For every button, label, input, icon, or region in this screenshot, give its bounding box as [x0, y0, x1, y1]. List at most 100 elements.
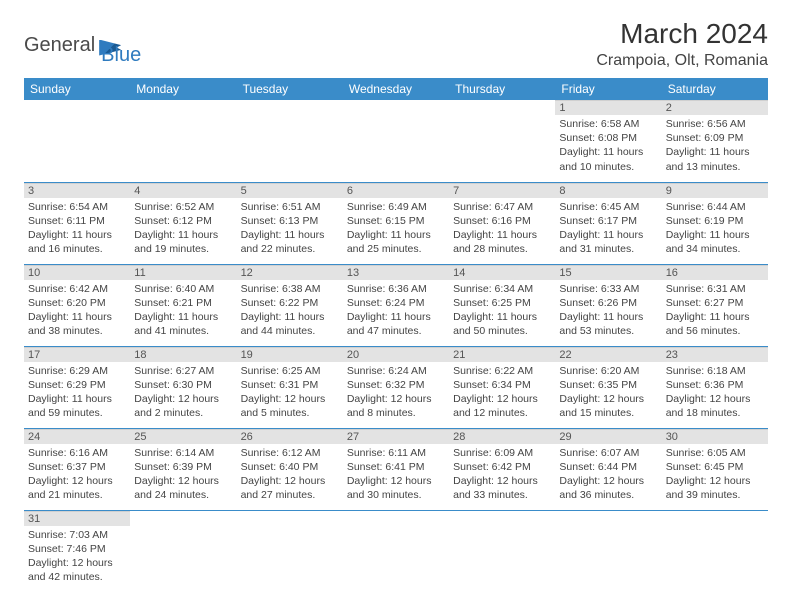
day-details: Sunrise: 6:56 AMSunset: 6:09 PMDaylight:…	[662, 115, 768, 178]
calendar-cell-empty	[237, 510, 343, 592]
sunrise-line: Sunrise: 6:11 AM	[347, 446, 445, 460]
day-number: 12	[237, 265, 343, 280]
day-number: 2	[662, 100, 768, 115]
daylight-line: Daylight: 11 hours and 56 minutes.	[666, 310, 764, 338]
sunrise-line: Sunrise: 6:07 AM	[559, 446, 657, 460]
day-details: Sunrise: 6:54 AMSunset: 6:11 PMDaylight:…	[24, 198, 130, 261]
day-number: 30	[662, 429, 768, 444]
sunrise-line: Sunrise: 6:33 AM	[559, 282, 657, 296]
sunset-line: Sunset: 6:12 PM	[134, 214, 232, 228]
day-number: 11	[130, 265, 236, 280]
weekday-header: Sunday	[24, 78, 130, 100]
calendar-cell: 17Sunrise: 6:29 AMSunset: 6:29 PMDayligh…	[24, 346, 130, 428]
day-details: Sunrise: 6:58 AMSunset: 6:08 PMDaylight:…	[555, 115, 661, 178]
calendar-cell: 28Sunrise: 6:09 AMSunset: 6:42 PMDayligh…	[449, 428, 555, 510]
day-number: 4	[130, 183, 236, 198]
daylight-line: Daylight: 11 hours and 59 minutes.	[28, 392, 126, 420]
day-number: 14	[449, 265, 555, 280]
daylight-line: Daylight: 12 hours and 5 minutes.	[241, 392, 339, 420]
day-details: Sunrise: 6:16 AMSunset: 6:37 PMDaylight:…	[24, 444, 130, 507]
day-number: 13	[343, 265, 449, 280]
day-number: 15	[555, 265, 661, 280]
calendar-cell-empty	[24, 100, 130, 182]
day-details: Sunrise: 6:42 AMSunset: 6:20 PMDaylight:…	[24, 280, 130, 343]
sunrise-line: Sunrise: 6:38 AM	[241, 282, 339, 296]
calendar-cell: 15Sunrise: 6:33 AMSunset: 6:26 PMDayligh…	[555, 264, 661, 346]
day-details: Sunrise: 6:47 AMSunset: 6:16 PMDaylight:…	[449, 198, 555, 261]
sunset-line: Sunset: 6:29 PM	[28, 378, 126, 392]
calendar-cell: 14Sunrise: 6:34 AMSunset: 6:25 PMDayligh…	[449, 264, 555, 346]
logo-text-blue: Blue	[101, 44, 141, 67]
sunrise-line: Sunrise: 6:34 AM	[453, 282, 551, 296]
day-number: 25	[130, 429, 236, 444]
day-details: Sunrise: 6:25 AMSunset: 6:31 PMDaylight:…	[237, 362, 343, 425]
day-details: Sunrise: 6:52 AMSunset: 6:12 PMDaylight:…	[130, 198, 236, 261]
sunrise-line: Sunrise: 6:42 AM	[28, 282, 126, 296]
sunset-line: Sunset: 6:36 PM	[666, 378, 764, 392]
sunset-line: Sunset: 6:39 PM	[134, 460, 232, 474]
title-block: March 2024 Crampoia, Olt, Romania	[596, 18, 768, 70]
sunset-line: Sunset: 6:35 PM	[559, 378, 657, 392]
calendar-cell: 30Sunrise: 6:05 AMSunset: 6:45 PMDayligh…	[662, 428, 768, 510]
sunrise-line: Sunrise: 6:52 AM	[134, 200, 232, 214]
daylight-line: Daylight: 11 hours and 34 minutes.	[666, 228, 764, 256]
sunrise-line: Sunrise: 7:03 AM	[28, 528, 126, 542]
sunrise-line: Sunrise: 6:09 AM	[453, 446, 551, 460]
sunset-line: Sunset: 6:44 PM	[559, 460, 657, 474]
calendar-cell: 8Sunrise: 6:45 AMSunset: 6:17 PMDaylight…	[555, 182, 661, 264]
day-number: 27	[343, 429, 449, 444]
day-details: Sunrise: 6:20 AMSunset: 6:35 PMDaylight:…	[555, 362, 661, 425]
day-details: Sunrise: 6:38 AMSunset: 6:22 PMDaylight:…	[237, 280, 343, 343]
calendar-cell-empty	[343, 510, 449, 592]
day-number: 29	[555, 429, 661, 444]
sunset-line: Sunset: 7:46 PM	[28, 542, 126, 556]
daylight-line: Daylight: 12 hours and 24 minutes.	[134, 474, 232, 502]
daylight-line: Daylight: 12 hours and 18 minutes.	[666, 392, 764, 420]
sunrise-line: Sunrise: 6:16 AM	[28, 446, 126, 460]
weekday-header: Monday	[130, 78, 236, 100]
sunset-line: Sunset: 6:22 PM	[241, 296, 339, 310]
calendar-cell: 23Sunrise: 6:18 AMSunset: 6:36 PMDayligh…	[662, 346, 768, 428]
daylight-line: Daylight: 12 hours and 15 minutes.	[559, 392, 657, 420]
sunrise-line: Sunrise: 6:22 AM	[453, 364, 551, 378]
weekday-header: Saturday	[662, 78, 768, 100]
calendar-cell: 27Sunrise: 6:11 AMSunset: 6:41 PMDayligh…	[343, 428, 449, 510]
calendar-cell-empty	[130, 100, 236, 182]
calendar-cell: 7Sunrise: 6:47 AMSunset: 6:16 PMDaylight…	[449, 182, 555, 264]
sunset-line: Sunset: 6:40 PM	[241, 460, 339, 474]
sunrise-line: Sunrise: 6:18 AM	[666, 364, 764, 378]
location-text: Crampoia, Olt, Romania	[596, 52, 768, 70]
daylight-line: Daylight: 12 hours and 36 minutes.	[559, 474, 657, 502]
calendar-cell: 12Sunrise: 6:38 AMSunset: 6:22 PMDayligh…	[237, 264, 343, 346]
sunset-line: Sunset: 6:34 PM	[453, 378, 551, 392]
day-number: 17	[24, 347, 130, 362]
sunset-line: Sunset: 6:37 PM	[28, 460, 126, 474]
calendar-cell: 25Sunrise: 6:14 AMSunset: 6:39 PMDayligh…	[130, 428, 236, 510]
calendar-cell: 11Sunrise: 6:40 AMSunset: 6:21 PMDayligh…	[130, 264, 236, 346]
day-details: Sunrise: 6:22 AMSunset: 6:34 PMDaylight:…	[449, 362, 555, 425]
sunrise-line: Sunrise: 6:31 AM	[666, 282, 764, 296]
daylight-line: Daylight: 12 hours and 39 minutes.	[666, 474, 764, 502]
sunrise-line: Sunrise: 6:20 AM	[559, 364, 657, 378]
day-number: 24	[24, 429, 130, 444]
sunset-line: Sunset: 6:15 PM	[347, 214, 445, 228]
daylight-line: Daylight: 12 hours and 21 minutes.	[28, 474, 126, 502]
sunrise-line: Sunrise: 6:51 AM	[241, 200, 339, 214]
daylight-line: Daylight: 11 hours and 22 minutes.	[241, 228, 339, 256]
calendar-cell: 10Sunrise: 6:42 AMSunset: 6:20 PMDayligh…	[24, 264, 130, 346]
sunset-line: Sunset: 6:11 PM	[28, 214, 126, 228]
sunset-line: Sunset: 6:19 PM	[666, 214, 764, 228]
day-details: Sunrise: 6:24 AMSunset: 6:32 PMDaylight:…	[343, 362, 449, 425]
day-details: Sunrise: 6:44 AMSunset: 6:19 PMDaylight:…	[662, 198, 768, 261]
day-details: Sunrise: 6:31 AMSunset: 6:27 PMDaylight:…	[662, 280, 768, 343]
logo: General Blue	[24, 24, 141, 67]
day-details: Sunrise: 6:07 AMSunset: 6:44 PMDaylight:…	[555, 444, 661, 507]
daylight-line: Daylight: 12 hours and 2 minutes.	[134, 392, 232, 420]
daylight-line: Daylight: 11 hours and 10 minutes.	[559, 145, 657, 173]
daylight-line: Daylight: 12 hours and 33 minutes.	[453, 474, 551, 502]
sunrise-line: Sunrise: 6:45 AM	[559, 200, 657, 214]
calendar-cell: 9Sunrise: 6:44 AMSunset: 6:19 PMDaylight…	[662, 182, 768, 264]
day-details: Sunrise: 6:49 AMSunset: 6:15 PMDaylight:…	[343, 198, 449, 261]
day-details: Sunrise: 6:18 AMSunset: 6:36 PMDaylight:…	[662, 362, 768, 425]
daylight-line: Daylight: 11 hours and 31 minutes.	[559, 228, 657, 256]
